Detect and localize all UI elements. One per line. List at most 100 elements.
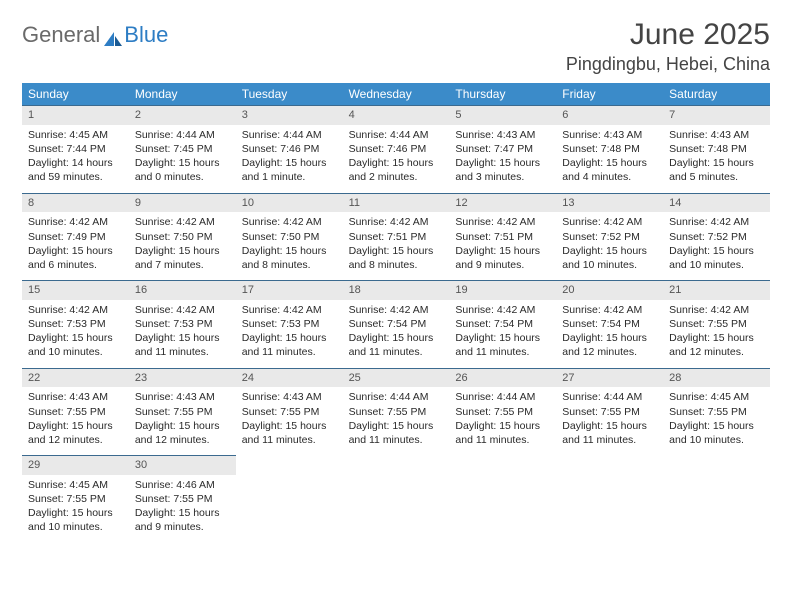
day-daylight: Daylight: 15 hours and 10 minutes. bbox=[562, 244, 657, 272]
day-sunset: Sunset: 7:53 PM bbox=[28, 317, 123, 331]
day-sunset: Sunset: 7:55 PM bbox=[349, 405, 444, 419]
day-sunset: Sunset: 7:55 PM bbox=[455, 405, 550, 419]
day-daylight: Daylight: 15 hours and 11 minutes. bbox=[242, 419, 337, 447]
day-sunset: Sunset: 7:50 PM bbox=[135, 230, 230, 244]
day-daylight: Daylight: 15 hours and 12 minutes. bbox=[669, 331, 764, 359]
day-number: 8 bbox=[22, 193, 129, 213]
day-daylight: Daylight: 15 hours and 3 minutes. bbox=[455, 156, 550, 184]
day-number: 13 bbox=[556, 193, 663, 213]
day-sunset: Sunset: 7:54 PM bbox=[349, 317, 444, 331]
empty-cell bbox=[663, 455, 770, 543]
day-sunrise: Sunrise: 4:43 AM bbox=[455, 128, 550, 142]
header: General Blue June 2025 Pingdingbu, Hebei… bbox=[22, 18, 770, 75]
day-number: 11 bbox=[343, 193, 450, 213]
day-cell: 11Sunrise: 4:42 AMSunset: 7:51 PMDayligh… bbox=[343, 193, 450, 281]
day-daylight: Daylight: 15 hours and 11 minutes. bbox=[562, 419, 657, 447]
day-cell: 19Sunrise: 4:42 AMSunset: 7:54 PMDayligh… bbox=[449, 280, 556, 368]
day-sunrise: Sunrise: 4:42 AM bbox=[562, 303, 657, 317]
day-sunrise: Sunrise: 4:42 AM bbox=[669, 303, 764, 317]
day-sunset: Sunset: 7:51 PM bbox=[349, 230, 444, 244]
day-cell: 20Sunrise: 4:42 AMSunset: 7:54 PMDayligh… bbox=[556, 280, 663, 368]
day-number: 21 bbox=[663, 280, 770, 300]
day-number: 24 bbox=[236, 368, 343, 388]
empty-cell bbox=[236, 455, 343, 543]
day-sunrise: Sunrise: 4:42 AM bbox=[135, 303, 230, 317]
day-sunrise: Sunrise: 4:42 AM bbox=[135, 215, 230, 229]
day-daylight: Daylight: 15 hours and 6 minutes. bbox=[28, 244, 123, 272]
day-daylight: Daylight: 15 hours and 10 minutes. bbox=[669, 419, 764, 447]
day-number: 20 bbox=[556, 280, 663, 300]
day-daylight: Daylight: 15 hours and 11 minutes. bbox=[242, 331, 337, 359]
day-sunrise: Sunrise: 4:42 AM bbox=[562, 215, 657, 229]
day-cell: 14Sunrise: 4:42 AMSunset: 7:52 PMDayligh… bbox=[663, 193, 770, 281]
day-cell: 15 Sunrise: 4:42 AMSunset: 7:53 PMDayligh… bbox=[22, 280, 129, 368]
day-number: 14 bbox=[663, 193, 770, 213]
day-sunrise: Sunrise: 4:42 AM bbox=[242, 215, 337, 229]
day-daylight: Daylight: 14 hours and 59 minutes. bbox=[28, 156, 123, 184]
day-sunset: Sunset: 7:46 PM bbox=[242, 142, 337, 156]
day-sunrise: Sunrise: 4:43 AM bbox=[669, 128, 764, 142]
day-cell: 25Sunrise: 4:44 AMSunset: 7:55 PMDayligh… bbox=[343, 368, 450, 456]
day-sunrise: Sunrise: 4:44 AM bbox=[135, 128, 230, 142]
day-cell: 1Sunrise: 4:45 AMSunset: 7:44 PMDaylight… bbox=[22, 105, 129, 193]
day-cell: 8Sunrise: 4:42 AMSunset: 7:49 PMDaylight… bbox=[22, 193, 129, 281]
day-number: 30 bbox=[129, 455, 236, 475]
day-daylight: Daylight: 15 hours and 9 minutes. bbox=[135, 506, 230, 534]
day-cell: 10Sunrise: 4:42 AMSunset: 7:50 PMDayligh… bbox=[236, 193, 343, 281]
day-header: Wednesday bbox=[343, 83, 450, 105]
day-number: 9 bbox=[129, 193, 236, 213]
day-sunrise: Sunrise: 4:43 AM bbox=[135, 390, 230, 404]
day-daylight: Daylight: 15 hours and 7 minutes. bbox=[135, 244, 230, 272]
calendar-grid: SundayMondayTuesdayWednesdayThursdayFrid… bbox=[22, 83, 770, 543]
day-header: Tuesday bbox=[236, 83, 343, 105]
day-cell: 18Sunrise: 4:42 AMSunset: 7:54 PMDayligh… bbox=[343, 280, 450, 368]
logo: General Blue bbox=[22, 22, 168, 48]
day-cell: 4Sunrise: 4:44 AMSunset: 7:46 PMDaylight… bbox=[343, 105, 450, 193]
day-sunrise: Sunrise: 4:42 AM bbox=[28, 303, 123, 317]
day-sunset: Sunset: 7:53 PM bbox=[135, 317, 230, 331]
day-sunset: Sunset: 7:55 PM bbox=[135, 492, 230, 506]
day-number: 23 bbox=[129, 368, 236, 388]
day-cell: 5Sunrise: 4:43 AMSunset: 7:47 PMDaylight… bbox=[449, 105, 556, 193]
day-daylight: Daylight: 15 hours and 11 minutes. bbox=[455, 419, 550, 447]
day-sunrise: Sunrise: 4:42 AM bbox=[349, 215, 444, 229]
day-cell: 2Sunrise: 4:44 AMSunset: 7:45 PMDaylight… bbox=[129, 105, 236, 193]
day-daylight: Daylight: 15 hours and 11 minutes. bbox=[349, 419, 444, 447]
day-sunset: Sunset: 7:53 PM bbox=[242, 317, 337, 331]
day-daylight: Daylight: 15 hours and 8 minutes. bbox=[242, 244, 337, 272]
empty-cell bbox=[556, 455, 663, 543]
day-header: Saturday bbox=[663, 83, 770, 105]
day-number: 28 bbox=[663, 368, 770, 388]
day-sunset: Sunset: 7:55 PM bbox=[28, 405, 123, 419]
day-cell: 29Sunrise: 4:45 AMSunset: 7:55 PMDayligh… bbox=[22, 455, 129, 543]
day-header: Friday bbox=[556, 83, 663, 105]
day-number: 19 bbox=[449, 280, 556, 300]
day-sunset: Sunset: 7:49 PM bbox=[28, 230, 123, 244]
day-sunset: Sunset: 7:48 PM bbox=[562, 142, 657, 156]
day-sunset: Sunset: 7:46 PM bbox=[349, 142, 444, 156]
day-number: 10 bbox=[236, 193, 343, 213]
day-sunrise: Sunrise: 4:45 AM bbox=[669, 390, 764, 404]
day-number: 12 bbox=[449, 193, 556, 213]
day-sunset: Sunset: 7:55 PM bbox=[135, 405, 230, 419]
day-daylight: Daylight: 15 hours and 10 minutes. bbox=[28, 331, 123, 359]
empty-cell bbox=[343, 455, 450, 543]
day-daylight: Daylight: 15 hours and 10 minutes. bbox=[28, 506, 123, 534]
day-cell: 7Sunrise: 4:43 AMSunset: 7:48 PMDaylight… bbox=[663, 105, 770, 193]
day-sunset: Sunset: 7:47 PM bbox=[455, 142, 550, 156]
day-cell: 26Sunrise: 4:44 AMSunset: 7:55 PMDayligh… bbox=[449, 368, 556, 456]
day-daylight: Daylight: 15 hours and 12 minutes. bbox=[28, 419, 123, 447]
day-sunrise: Sunrise: 4:44 AM bbox=[242, 128, 337, 142]
day-daylight: Daylight: 15 hours and 2 minutes. bbox=[349, 156, 444, 184]
day-cell: 27Sunrise: 4:44 AMSunset: 7:55 PMDayligh… bbox=[556, 368, 663, 456]
day-sunrise: Sunrise: 4:42 AM bbox=[455, 303, 550, 317]
day-number: 15 bbox=[22, 280, 129, 300]
day-number: 7 bbox=[663, 105, 770, 125]
day-sunrise: Sunrise: 4:42 AM bbox=[455, 215, 550, 229]
day-sunrise: Sunrise: 4:42 AM bbox=[242, 303, 337, 317]
day-sunset: Sunset: 7:52 PM bbox=[562, 230, 657, 244]
day-sunrise: Sunrise: 4:43 AM bbox=[562, 128, 657, 142]
day-number: 17 bbox=[236, 280, 343, 300]
day-number: 25 bbox=[343, 368, 450, 388]
day-number: 6 bbox=[556, 105, 663, 125]
